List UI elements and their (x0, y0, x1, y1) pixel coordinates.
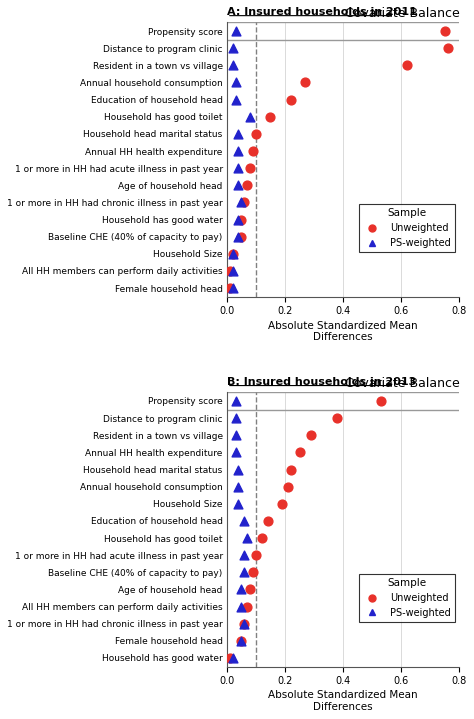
Point (237, 197, 245, 209)
Point (235, 498, 242, 510)
Point (235, 464, 242, 475)
Point (232, 25, 239, 37)
Point (246, 162, 254, 174)
Legend: Unweighted, PS-weighted: Unweighted, PS-weighted (359, 204, 455, 252)
Point (252, 549, 260, 561)
Point (235, 128, 242, 139)
Point (229, 60, 237, 71)
Point (284, 481, 292, 493)
Point (240, 618, 248, 629)
Point (334, 413, 341, 424)
Point (441, 25, 449, 37)
Point (252, 128, 260, 139)
Point (240, 567, 248, 578)
Point (287, 464, 295, 475)
Point (237, 635, 245, 646)
Point (296, 446, 303, 458)
X-axis label: Absolute Standardized Mean
Differences: Absolute Standardized Mean Differences (268, 321, 418, 342)
Point (377, 395, 385, 407)
Text: Covariate Balance: Covariate Balance (345, 377, 459, 390)
Point (235, 481, 242, 493)
Point (229, 248, 237, 260)
Point (258, 532, 265, 544)
Point (244, 601, 251, 613)
Point (240, 618, 248, 629)
Point (226, 265, 234, 277)
Point (240, 549, 248, 561)
Point (246, 584, 254, 595)
Point (403, 60, 411, 71)
Point (232, 94, 239, 106)
Point (229, 265, 237, 277)
Point (237, 635, 245, 646)
Point (229, 652, 237, 664)
Point (249, 145, 257, 157)
Point (226, 652, 234, 664)
Point (229, 42, 237, 54)
Point (232, 429, 239, 441)
Point (444, 42, 452, 54)
Point (237, 231, 245, 242)
Point (307, 429, 315, 441)
Point (240, 516, 248, 527)
Legend: Unweighted, PS-weighted: Unweighted, PS-weighted (359, 574, 455, 622)
Point (232, 77, 239, 88)
Point (267, 111, 274, 122)
Point (235, 214, 242, 225)
Point (249, 567, 257, 578)
Point (264, 516, 271, 527)
Point (232, 413, 239, 424)
Point (240, 197, 248, 209)
Point (287, 94, 295, 106)
Point (232, 446, 239, 458)
Point (235, 162, 242, 174)
Point (237, 584, 245, 595)
Text: A: Insured households in 2011: A: Insured households in 2011 (227, 7, 417, 17)
Point (229, 248, 237, 260)
Point (244, 532, 251, 544)
Text: B: Insured households in 2013: B: Insured households in 2013 (227, 377, 416, 387)
Point (237, 214, 245, 225)
Point (235, 180, 242, 191)
X-axis label: Absolute Standardized Mean
Differences: Absolute Standardized Mean Differences (268, 690, 418, 712)
Point (301, 77, 309, 88)
Point (278, 498, 286, 510)
Point (235, 145, 242, 157)
Point (226, 283, 234, 294)
Point (237, 601, 245, 613)
Point (232, 395, 239, 407)
Point (246, 111, 254, 122)
Point (235, 231, 242, 242)
Point (244, 180, 251, 191)
Text: Covariate Balance: Covariate Balance (345, 7, 459, 20)
Point (229, 283, 237, 294)
